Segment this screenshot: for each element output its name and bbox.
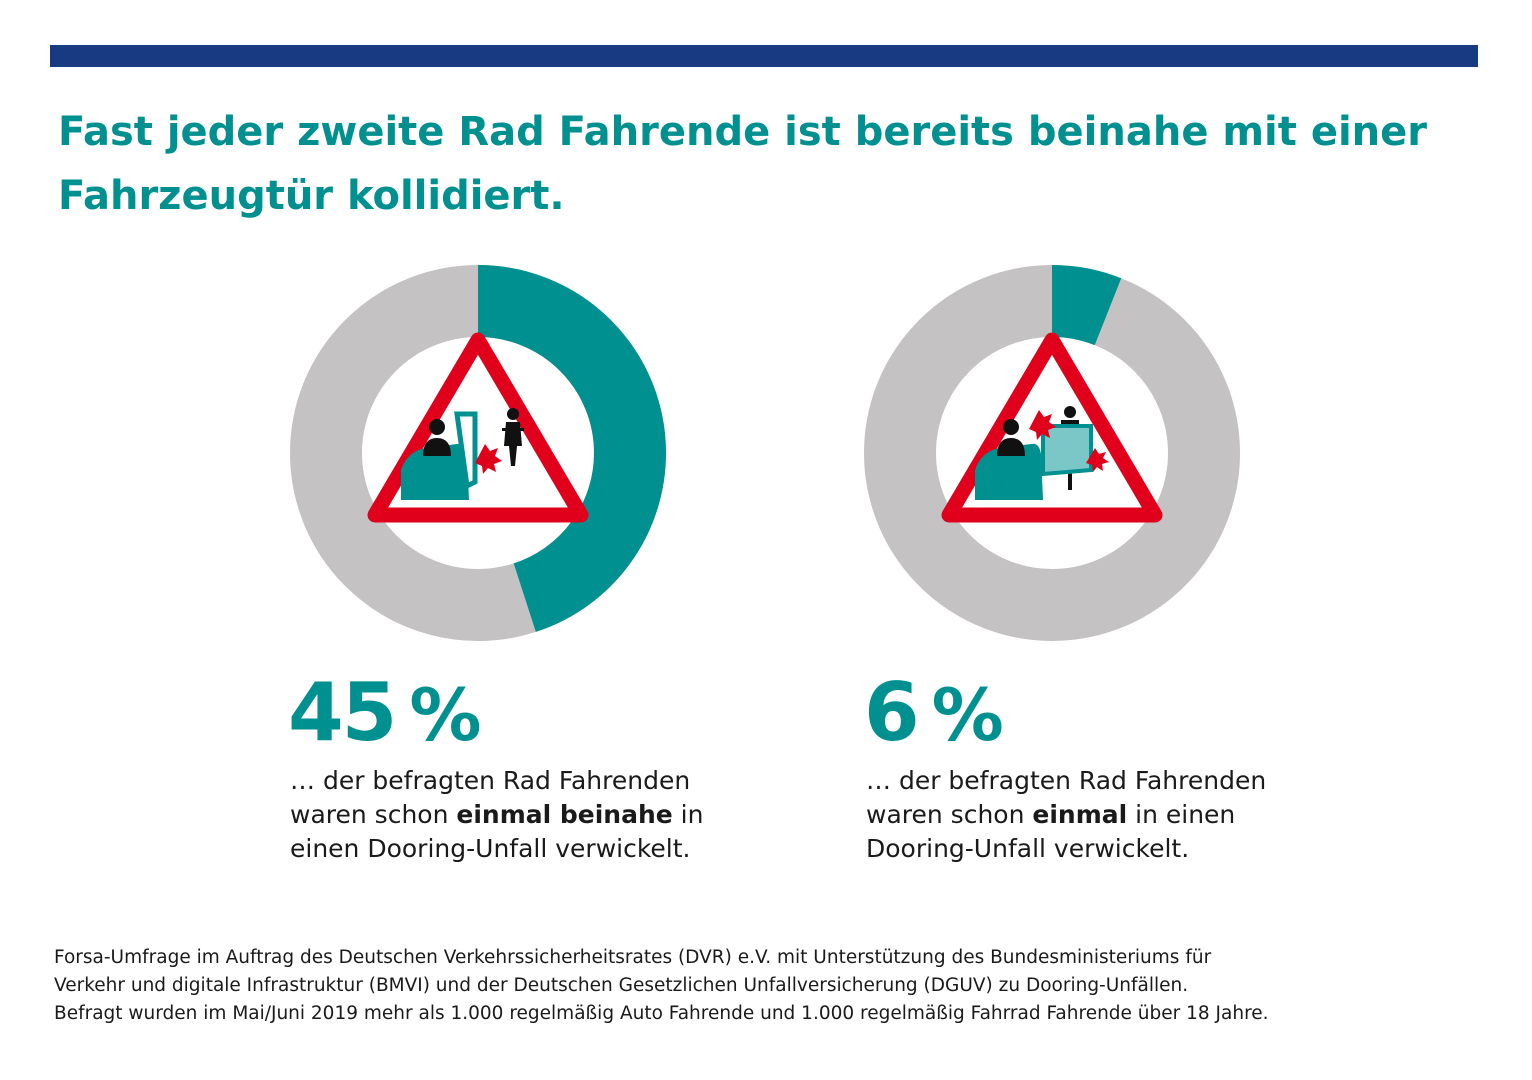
- description-emphasis: einmal: [1032, 800, 1128, 829]
- near-miss-dooring-warning-icon: [367, 332, 589, 523]
- source-line: Forsa-Umfrage im Auftrag des Deutschen V…: [54, 947, 1212, 968]
- donut-ring: [864, 265, 1240, 641]
- source-note: Forsa-Umfrage im Auftrag des Deutschen V…: [54, 944, 1494, 1028]
- stat-unit: %: [931, 673, 1004, 757]
- stat-unit: %: [409, 673, 481, 757]
- stat-near-miss: 45%: [288, 666, 481, 760]
- stat-value: 6: [864, 666, 920, 759]
- headline-line-2: Fahrzeugtür kollidiert.: [58, 173, 565, 219]
- stat-description: … der befragten Rad Fahrenden waren scho…: [866, 764, 1346, 866]
- donut-chart-near-miss: [290, 265, 666, 641]
- description-text: … der befragten Rad Fahrenden waren scho…: [866, 766, 1267, 829]
- donut-chart-collision: [864, 265, 1240, 641]
- dooring-collision-warning-icon: [941, 332, 1163, 523]
- description-emphasis: einmal beinahe: [456, 800, 673, 829]
- headline: Fast jeder zweite Rad Fahrende ist berei…: [58, 100, 1458, 228]
- description-text: in einen Dooring-Unfall verwickelt.: [290, 800, 704, 863]
- donut-slice-value: [290, 265, 666, 641]
- headline-line-1: Fast jeder zweite Rad Fahrende ist berei…: [58, 109, 1427, 155]
- source-line: Verkehr und digitale Infrastruktur (BMVI…: [54, 975, 1189, 996]
- description-text: … der befragten Rad Fahrenden waren scho…: [290, 766, 691, 829]
- donut-slice-value: [864, 265, 1240, 641]
- description-text: in einen Dooring-Unfall verwickelt.: [866, 800, 1236, 863]
- stat-description: … der befragten Rad Fahrenden waren scho…: [290, 764, 770, 866]
- donut-ring: [290, 265, 666, 641]
- stat-collision: 6%: [864, 666, 1004, 760]
- stat-value: 45: [288, 666, 397, 759]
- source-line: Befragt wurden im Mai/Juni 2019 mehr als…: [54, 1003, 1269, 1024]
- header-bar: [50, 45, 1478, 67]
